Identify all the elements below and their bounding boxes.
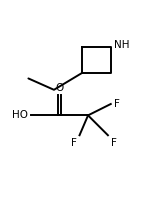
Text: F: F [111,138,117,148]
Text: F: F [114,99,119,109]
Text: NH: NH [114,40,129,50]
Text: HO: HO [12,110,28,120]
Text: F: F [71,138,77,148]
Text: O: O [56,83,64,93]
